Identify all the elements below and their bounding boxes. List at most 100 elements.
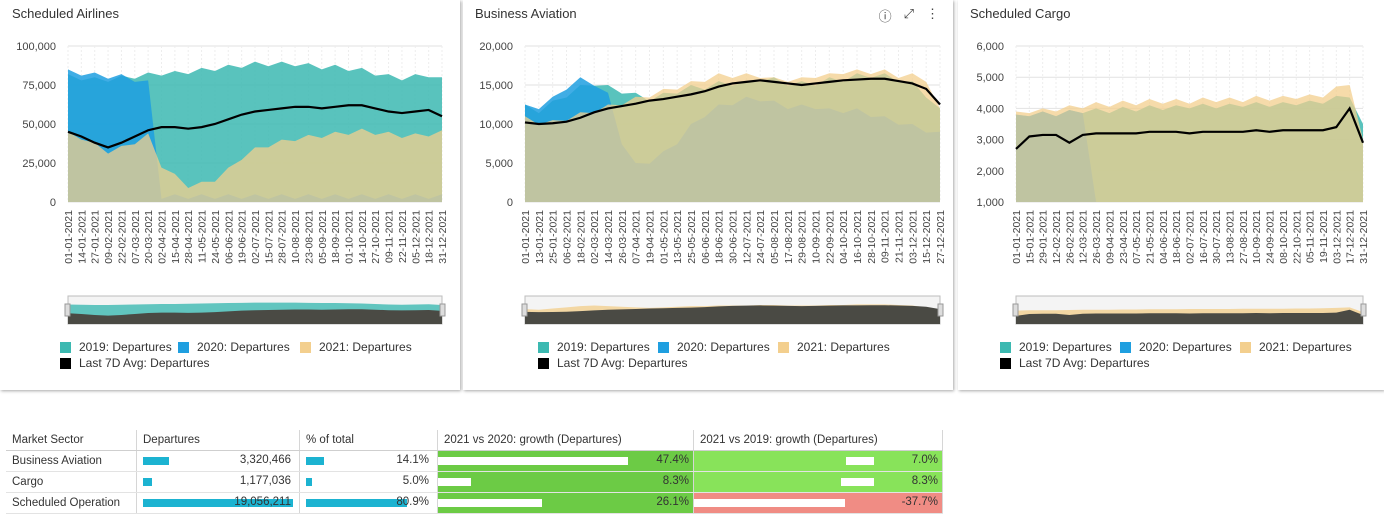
x-tick-label: 05-09-2021 bbox=[317, 210, 329, 264]
x-tick-label: 22-02-2021 bbox=[116, 210, 128, 264]
y-tick-label: 100,000 bbox=[16, 41, 56, 53]
y-tick-label: 2,000 bbox=[976, 166, 1004, 178]
x-tick-label: 01-01-2021 bbox=[1011, 210, 1023, 264]
legend-item-2020[interactable]: 2020: Departures bbox=[658, 340, 770, 354]
departures-value: 1,177,036 bbox=[239, 475, 291, 487]
navigator-avg-area bbox=[68, 309, 442, 324]
legend-item-2019[interactable]: 2019: Departures bbox=[60, 340, 172, 354]
y-tick-label: 5,000 bbox=[976, 72, 1004, 84]
col-header-market-sector[interactable]: Market Sector bbox=[6, 430, 137, 451]
legend-item-2021[interactable]: 2021: Departures bbox=[1240, 340, 1352, 354]
x-tick-label: 29-01-2021 bbox=[1038, 210, 1050, 264]
legend-item-2019[interactable]: 2019: Departures bbox=[1000, 340, 1112, 354]
area-chart-business-aviation[interactable]: 0 5,000 10,000 15,000 20,000 01-01-2021 13-01-… bbox=[463, 30, 953, 360]
swatch-2019 bbox=[1000, 341, 1011, 353]
growth-2019-bar bbox=[694, 499, 845, 507]
cell-growth-2019: -37.7% bbox=[693, 492, 943, 514]
series-area-2021[interactable] bbox=[525, 69, 940, 203]
cell-pct-total: 14.1% bbox=[299, 450, 438, 472]
x-tick-label: 07-04-2021 bbox=[631, 210, 643, 264]
series-area-2021[interactable] bbox=[68, 128, 442, 202]
navigator-handle-left[interactable] bbox=[521, 303, 528, 317]
x-tick-label: 18-06-2021 bbox=[1171, 210, 1183, 264]
growth-2020-bar bbox=[438, 499, 543, 507]
series-area-2021[interactable] bbox=[1016, 85, 1363, 202]
growth-2019-value: -37.7% bbox=[901, 496, 938, 508]
series-line-avg[interactable] bbox=[524, 77, 941, 126]
chart-legend: 2019: Departures 2020: Departures 2021: … bbox=[1000, 340, 1380, 380]
table-row[interactable]: Cargo 1,177,036 5.0% 8.3% 8.3% bbox=[6, 471, 943, 493]
col-header-pct-total[interactable]: % of total bbox=[299, 430, 438, 451]
table-row[interactable]: Scheduled Operation 19,056,211 80.9% 26.1% -… bbox=[6, 492, 943, 514]
legend-item-2020[interactable]: 2020: Departures bbox=[178, 340, 290, 354]
swatch-2021 bbox=[300, 341, 311, 353]
x-tick-label: 27-12-2021 bbox=[935, 210, 947, 264]
expand-icon[interactable]: ⤢ bbox=[903, 6, 914, 21]
x-tick-label: 13-08-2021 bbox=[1225, 210, 1237, 264]
x-tick-label: 17-08-2021 bbox=[783, 210, 795, 264]
swatch-avg bbox=[1000, 357, 1011, 369]
x-tick-label: 25-05-2021 bbox=[686, 210, 698, 264]
x-tick-label: 27-01-2021 bbox=[90, 210, 102, 264]
y-tick-label: 4,000 bbox=[976, 103, 1004, 115]
navigator-handle-right[interactable] bbox=[439, 303, 446, 317]
legend-item-avg[interactable]: Last 7D Avg: Departures bbox=[60, 356, 210, 370]
kebab-menu-icon[interactable]: ⋮ bbox=[926, 6, 939, 21]
x-tick-label: 02-04-2021 bbox=[157, 210, 169, 264]
x-tick-label: 04-10-2021 bbox=[838, 210, 850, 264]
x-tick-label: 18-06-2021 bbox=[714, 210, 726, 264]
x-tick-label: 10-09-2021 bbox=[811, 210, 823, 264]
legend-item-2019[interactable]: 2019: Departures bbox=[538, 340, 650, 354]
cell-growth-2020: 8.3% bbox=[437, 471, 694, 493]
growth-2019-value: 8.3% bbox=[911, 475, 938, 487]
legend-item-2021[interactable]: 2021: Departures bbox=[300, 340, 412, 354]
cell-departures: 19,056,211 bbox=[136, 492, 300, 514]
info-icon[interactable]: ⓘ bbox=[878, 9, 892, 24]
navigator-handle-left[interactable] bbox=[1012, 303, 1019, 317]
swatch-2020 bbox=[178, 341, 189, 353]
series-line-avg[interactable] bbox=[1015, 106, 1365, 150]
area-chart-scheduled-cargo[interactable]: 1,000 2,000 3,000 4,000 5,000 6,000 01-01-2021… bbox=[958, 30, 1378, 360]
cell-growth-2020: 47.4% bbox=[437, 450, 694, 472]
legend-item-2020[interactable]: 2020: Departures bbox=[1120, 340, 1232, 354]
growth-2020-value: 47.4% bbox=[656, 454, 689, 466]
cell-departures: 3,320,466 bbox=[136, 450, 300, 472]
navigator-handle-right[interactable] bbox=[937, 303, 944, 317]
x-tick-label: 01-01-2021 bbox=[63, 210, 75, 264]
legend-item-avg[interactable]: Last 7D Avg: Departures bbox=[1000, 356, 1150, 370]
x-tick-label: 13-05-2021 bbox=[672, 210, 684, 264]
x-tick-label: 17-12-2021 bbox=[1345, 210, 1357, 264]
cell-growth-2020: 26.1% bbox=[437, 492, 694, 514]
series-line-avg[interactable] bbox=[67, 104, 443, 149]
table-row[interactable]: Business Aviation 3,320,466 14.1% 47.4% 7.0% bbox=[6, 450, 943, 472]
area-chart-scheduled-airlines[interactable]: 0 25,000 50,000 75,000 100,000 01-01-2021 14-0… bbox=[0, 30, 460, 360]
y-tick-label: 75,000 bbox=[22, 80, 56, 92]
x-tick-label: 14-03-2021 bbox=[603, 210, 615, 264]
pct-bar bbox=[306, 457, 324, 465]
chart-legend: 2019: Departures 2020: Departures 2021: … bbox=[538, 340, 948, 380]
growth-2020-value: 26.1% bbox=[656, 496, 689, 508]
col-header-growth-2020[interactable]: 2021 vs 2020: growth (Departures) bbox=[437, 430, 694, 451]
navigator-handle-left[interactable] bbox=[64, 303, 71, 317]
x-tick-label: 29-08-2021 bbox=[797, 210, 809, 264]
swatch-avg bbox=[538, 357, 549, 369]
x-tick-label: 01-05-2021 bbox=[658, 210, 670, 264]
x-tick-label: 02-07-2021 bbox=[1185, 210, 1197, 264]
x-tick-label: 18-09-2021 bbox=[330, 210, 342, 264]
col-header-growth-2019[interactable]: 2021 vs 2019: growth (Departures) bbox=[693, 430, 943, 451]
x-tick-label: 28-04-2021 bbox=[183, 210, 195, 264]
col-header-departures[interactable]: Departures bbox=[136, 430, 300, 451]
x-tick-label: 18-02-2021 bbox=[575, 210, 587, 264]
x-tick-label: 09-02-2021 bbox=[103, 210, 115, 264]
navigator-handle-right[interactable] bbox=[1360, 303, 1367, 317]
x-tick-label: 15-01-2021 bbox=[1024, 210, 1036, 264]
cell-growth-2019: 7.0% bbox=[693, 450, 943, 472]
legend-item-2021[interactable]: 2021: Departures bbox=[778, 340, 890, 354]
navigator-avg-area bbox=[1016, 309, 1363, 324]
y-tick-label: 5,000 bbox=[485, 158, 513, 170]
legend-item-avg[interactable]: Last 7D Avg: Departures bbox=[538, 356, 688, 370]
x-tick-label: 23-04-2021 bbox=[1118, 210, 1130, 264]
cell-sector: Business Aviation bbox=[6, 450, 137, 472]
y-tick-label: 0 bbox=[50, 197, 56, 209]
cell-pct-total: 5.0% bbox=[299, 471, 438, 493]
